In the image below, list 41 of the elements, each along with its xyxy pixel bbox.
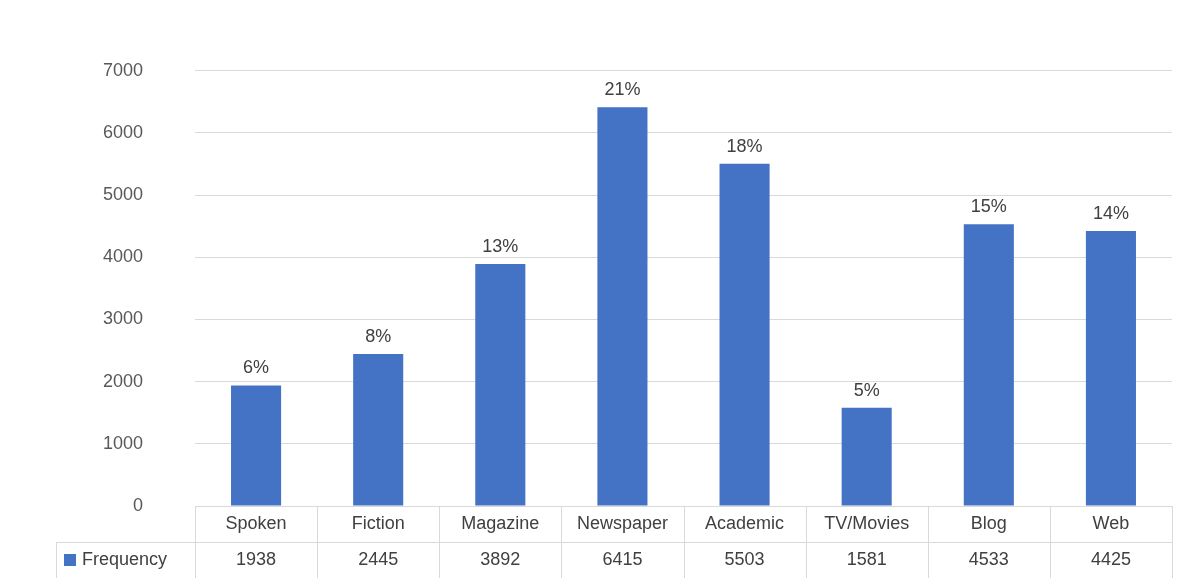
legend-label: Frequency xyxy=(82,548,168,569)
x-tick-label: Newspaper xyxy=(576,512,668,533)
bar xyxy=(353,353,404,506)
y-tick-label: 6000 xyxy=(102,121,143,142)
x-tick-label: Web xyxy=(1092,512,1130,533)
bar xyxy=(719,163,770,506)
bar xyxy=(1085,230,1136,506)
bar xyxy=(475,264,526,506)
y-tick-label: 5000 xyxy=(102,184,143,205)
data-label: 1581 xyxy=(846,548,887,569)
annotation: 21% xyxy=(604,79,641,100)
annotation: 6% xyxy=(243,357,270,378)
bar xyxy=(963,224,1014,506)
x-tick-label: Fiction xyxy=(351,512,405,533)
y-tick-label: 2000 xyxy=(102,370,143,391)
x-tick-label: Magazine xyxy=(461,512,540,533)
annotation: 13% xyxy=(482,236,519,256)
x-tick-label: TV/Movies xyxy=(824,512,910,533)
y-tick-label: 4000 xyxy=(102,246,143,267)
data-label: 4533 xyxy=(968,548,1009,569)
annotation: 15% xyxy=(970,196,1007,217)
x-tick-label: Blog xyxy=(970,512,1007,533)
annotation: 8% xyxy=(365,325,392,346)
annotation: 14% xyxy=(1092,202,1129,223)
x-tick-label: Academic xyxy=(705,512,785,533)
bar xyxy=(231,385,282,506)
bar xyxy=(597,107,648,506)
x-tick-label: Spoken xyxy=(225,512,287,533)
data-label: 6415 xyxy=(602,548,643,569)
data-label: 3892 xyxy=(480,548,521,569)
bar xyxy=(841,407,892,506)
y-tick-label: 3000 xyxy=(102,308,143,329)
annotation: 5% xyxy=(853,379,880,400)
data-label: 4425 xyxy=(1090,548,1131,569)
data-label: 2445 xyxy=(358,548,399,569)
y-tick-label: 7000 xyxy=(102,59,143,80)
y-tick-label: 1000 xyxy=(102,432,143,453)
annotation: 18% xyxy=(726,135,763,156)
y-tick-label: 0 xyxy=(132,494,143,515)
data-label: 5503 xyxy=(724,548,765,569)
data-label: 1938 xyxy=(236,548,277,569)
